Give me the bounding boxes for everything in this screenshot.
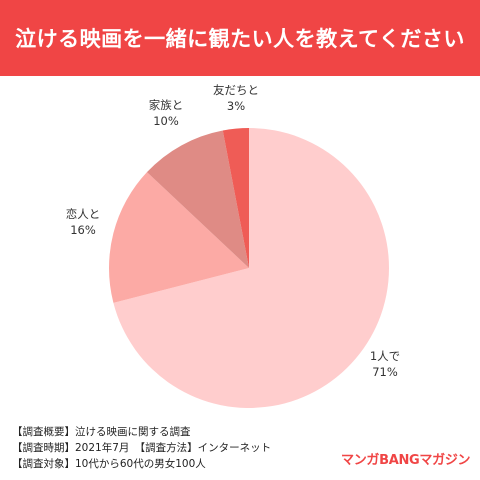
survey-row-period: 【調査時期】2021年7月 【調査方法】インターネット <box>12 440 271 456</box>
slice-partner <box>109 172 250 303</box>
slice-label-friends: 友だちと 3% <box>213 82 259 114</box>
slice-category-partner: 恋人と <box>65 207 101 221</box>
survey-key-target: 【調査対象】 <box>12 458 75 470</box>
survey-row-overview: 【調査概要】泣ける映画に関する調査 <box>12 424 271 440</box>
survey-value-target: 10代から60代の男女100人 <box>75 458 206 470</box>
page-title: 泣ける映画を一緒に観たい人を教えてください <box>15 27 465 51</box>
pie-chart-svg <box>109 128 390 408</box>
pie-chart: 1人で 71% 恋人と 16% 家族と 10% 友だちと 3% <box>0 76 480 416</box>
slice-value-friends: 3% <box>226 99 246 113</box>
slice-category-alone: 1人で <box>369 349 401 363</box>
survey-row-target: 【調査対象】10代から60代の男女100人 <box>12 456 271 472</box>
survey-info: 【調査概要】泣ける映画に関する調査 【調査時期】2021年7月 【調査方法】イン… <box>12 424 271 472</box>
slice-family <box>146 130 249 268</box>
slice-alone <box>113 128 390 408</box>
survey-value-period: 2021年7月 【調査方法】インターネット <box>75 442 272 454</box>
slice-category-family: 家族と <box>148 98 184 112</box>
slice-label-family: 家族と 10% <box>149 97 184 129</box>
survey-key-period: 【調査時期】 <box>12 442 75 454</box>
survey-key-overview: 【調査概要】 <box>12 426 75 438</box>
slice-friends <box>222 128 249 268</box>
slice-category-friends: 友だちと <box>213 83 259 97</box>
title-banner: 泣ける映画を一緒に観たい人を教えてください <box>0 0 480 76</box>
slice-value-partner: 16% <box>70 223 96 237</box>
slice-label-alone: 1人で 71% <box>370 348 400 380</box>
brand-logo: マンガBANGマガジン <box>341 453 471 468</box>
slice-value-alone: 71% <box>372 365 398 379</box>
survey-value-overview: 泣ける映画に関する調査 <box>75 426 191 438</box>
slice-value-family: 10% <box>153 114 179 128</box>
slice-label-partner: 恋人と 16% <box>66 206 101 238</box>
